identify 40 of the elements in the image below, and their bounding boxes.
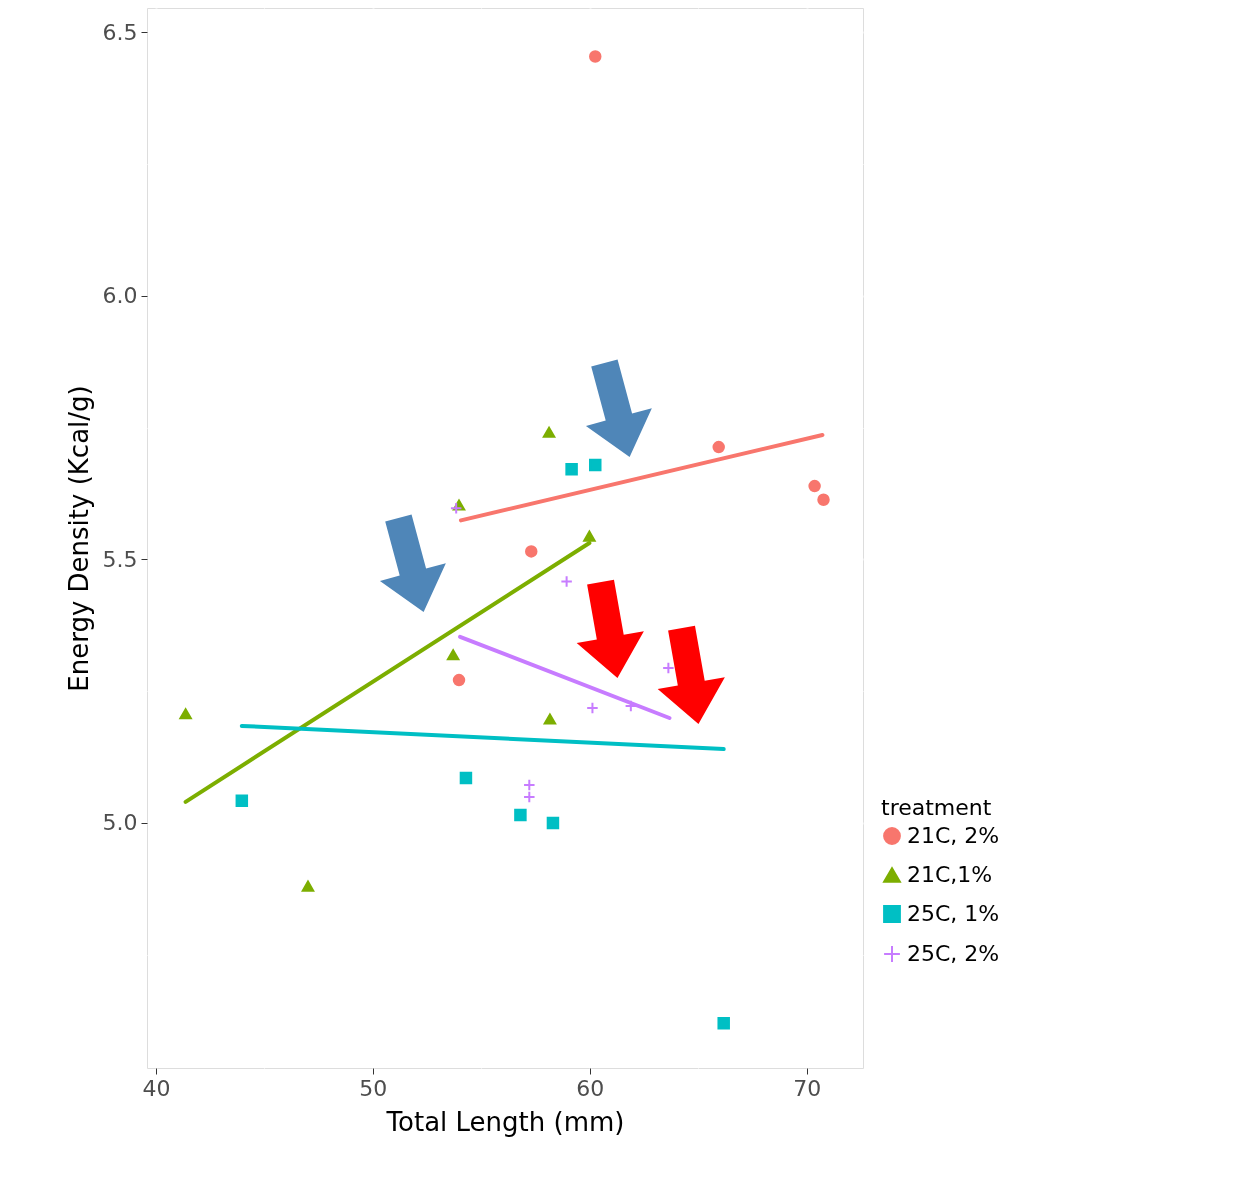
point <box>179 708 192 720</box>
x-tick-label: 50 <box>359 1075 388 1101</box>
point <box>449 501 463 515</box>
point <box>301 880 315 892</box>
point <box>586 701 599 715</box>
legend-label: 21C, 2% <box>907 823 1000 848</box>
x-tick-label: 60 <box>576 1075 605 1101</box>
point <box>717 1016 730 1030</box>
point <box>589 50 602 63</box>
point <box>662 661 675 675</box>
y-tick-label: 6.5 <box>102 19 138 45</box>
point <box>452 673 466 687</box>
y-axis-title: Energy Density (Kcal/g) <box>63 385 94 692</box>
point <box>808 479 821 493</box>
point <box>817 493 830 507</box>
legend-label: 25C, 2% <box>907 941 1000 966</box>
point <box>459 771 473 785</box>
legend-label: 25C, 1% <box>907 901 1000 926</box>
point <box>543 713 557 725</box>
point <box>446 649 460 661</box>
y-tick-label: 5.5 <box>102 546 138 572</box>
point <box>525 545 538 558</box>
point <box>565 462 578 476</box>
y-tick-label: 5.0 <box>102 810 138 836</box>
point <box>560 575 573 588</box>
x-tick-label: 40 <box>142 1075 171 1101</box>
x-axis-title: Total Length (mm) <box>385 1106 625 1137</box>
y-tick-label: 6.0 <box>102 283 138 309</box>
point <box>523 778 536 792</box>
point <box>583 530 596 542</box>
x-tick-label: 70 <box>793 1075 822 1101</box>
point <box>523 790 536 804</box>
point <box>589 458 602 472</box>
legend-title: treatment <box>881 795 992 820</box>
point <box>235 794 249 807</box>
point <box>514 808 527 822</box>
point <box>546 816 560 830</box>
legend-label: 21C,1% <box>907 862 993 887</box>
point <box>542 426 556 438</box>
point <box>712 440 725 454</box>
